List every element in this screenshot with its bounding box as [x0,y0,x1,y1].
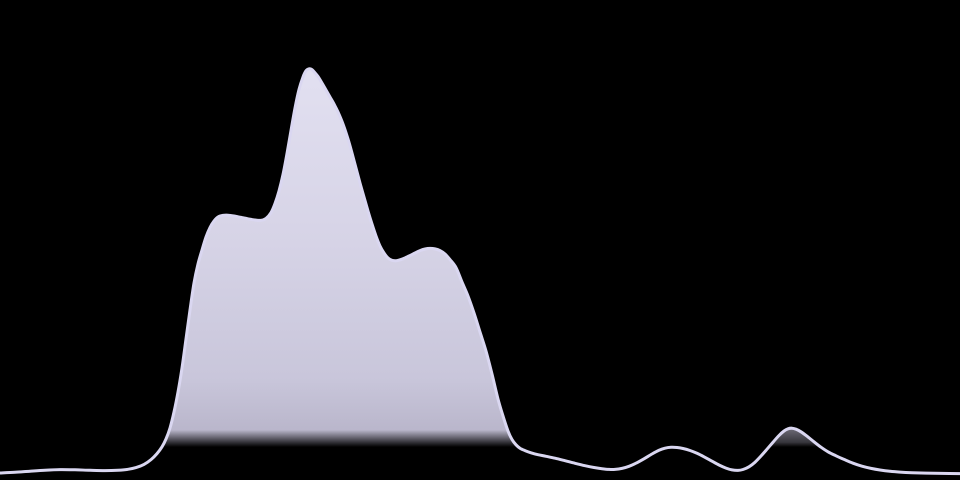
trend-line [0,67,960,476]
area-fill-primary [161,68,519,448]
